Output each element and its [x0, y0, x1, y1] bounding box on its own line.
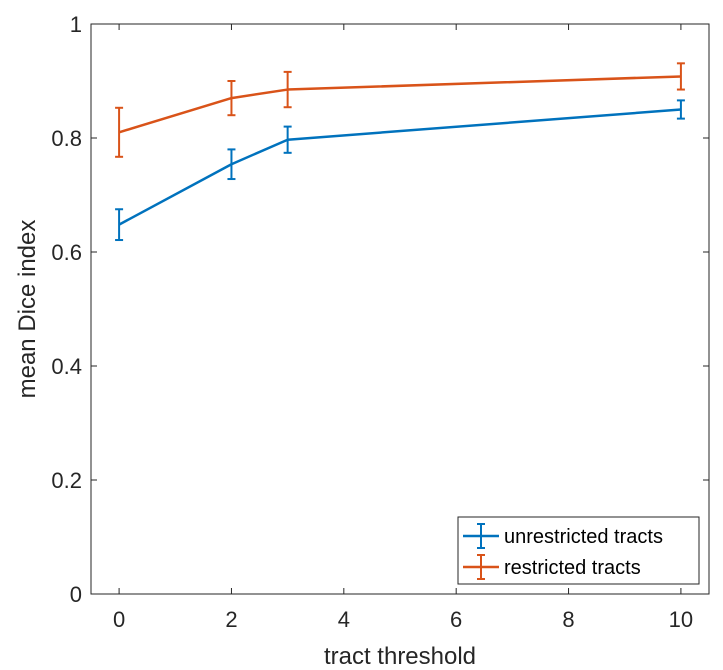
series-0: [115, 99, 685, 242]
series-1: [115, 62, 685, 158]
y-tick-label: 0.4: [51, 354, 82, 379]
series-line: [118, 108, 682, 226]
legend-entry-restricted: restricted tracts: [463, 554, 641, 580]
y-tick-label: 0.2: [51, 468, 82, 493]
series-layer: [115, 62, 685, 242]
y-tick-label: 1: [70, 12, 82, 37]
plot-area-frame: [90, 23, 710, 595]
legend-label: unrestricted tracts: [504, 526, 663, 548]
y-tick-label: 0: [70, 582, 82, 607]
x-tick-label: 0: [113, 607, 125, 632]
x-tick-label: 10: [669, 607, 693, 632]
legend: unrestricted tracts restricted tracts: [457, 516, 700, 585]
y-tick-label: 0.8: [51, 126, 82, 151]
x-tick-label: 2: [225, 607, 237, 632]
x-tick-label: 4: [338, 607, 350, 632]
x-tick-label: 6: [450, 607, 462, 632]
y-axis-label: mean Dice index: [14, 220, 41, 399]
legend-label: restricted tracts: [504, 557, 641, 579]
axis-ticks: 0 2 4 6 8 10 0 0.2 0.4 0.6 0.8 1: [51, 12, 709, 632]
series-line: [118, 75, 681, 134]
x-tick-label: 8: [562, 607, 574, 632]
y-tick-label: 0.6: [51, 240, 82, 265]
legend-entry-unrestricted: unrestricted tracts: [463, 523, 663, 549]
x-axis-label: tract threshold: [324, 643, 476, 670]
legend-box: [457, 516, 700, 585]
